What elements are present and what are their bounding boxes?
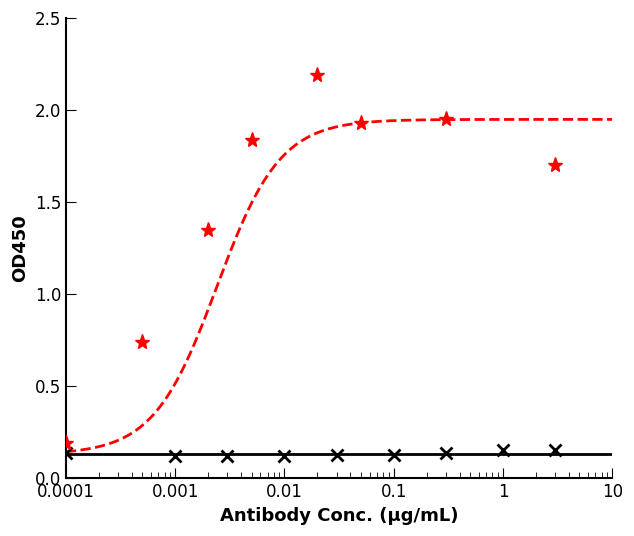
X-axis label: Antibody Conc. (μg/mL): Antibody Conc. (μg/mL) <box>220 507 458 525</box>
Y-axis label: OD450: OD450 <box>11 214 29 282</box>
